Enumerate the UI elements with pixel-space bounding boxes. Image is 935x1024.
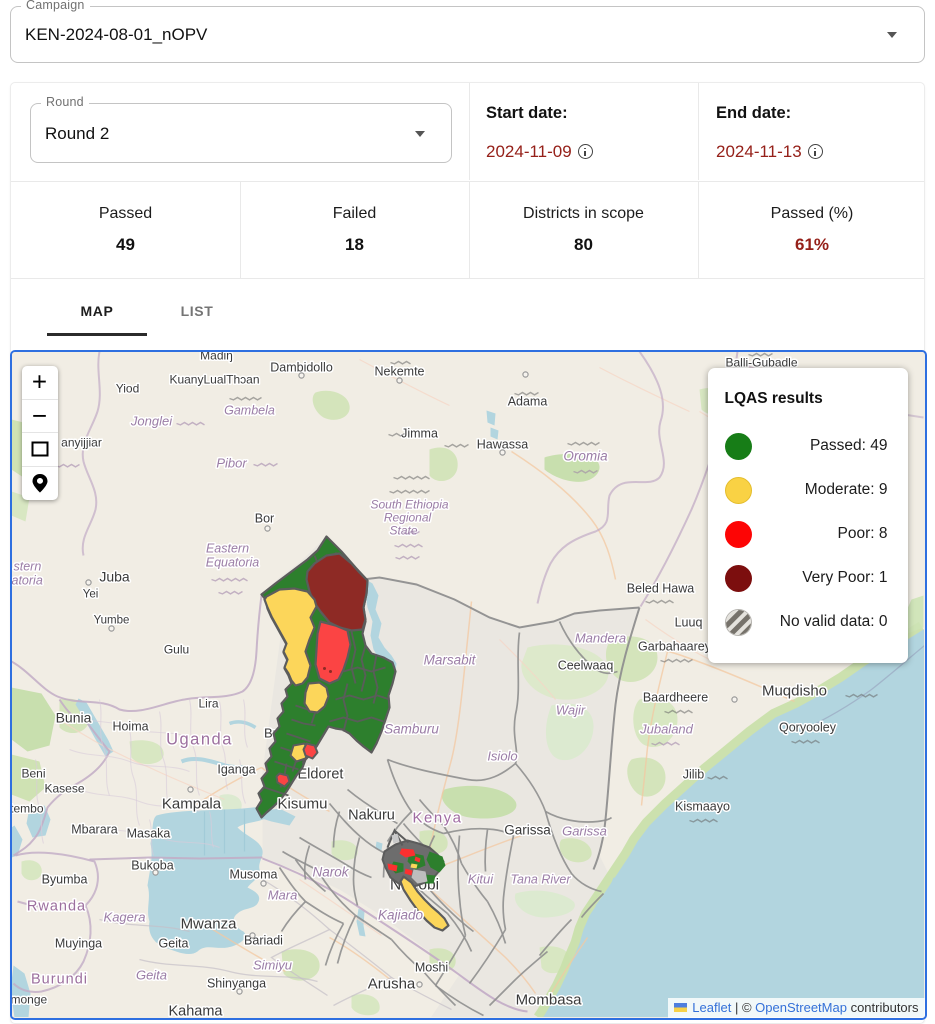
svg-text:Mbarara: Mbarara (71, 823, 118, 837)
svg-text:Hoima: Hoima (112, 720, 148, 734)
svg-text:Masaka: Masaka (126, 827, 170, 841)
svg-text:Muqdisho: Muqdisho (761, 683, 826, 700)
svg-text:Luuq: Luuq (674, 616, 702, 630)
svg-text:Uganda: Uganda (166, 731, 233, 749)
svg-text:Pibor: Pibor (216, 456, 247, 471)
svg-text:Jonglei: Jonglei (129, 414, 172, 429)
svg-text:Kenya: Kenya (412, 810, 462, 827)
svg-text:Mwanza: Mwanza (180, 916, 237, 933)
svg-text:Mara: Mara (267, 888, 297, 903)
svg-text:Kampala: Kampala (161, 796, 221, 813)
svg-text:Kajiado: Kajiado (377, 908, 423, 923)
svg-text:umonge: umonge (12, 993, 48, 1007)
svg-text:Hawassa: Hawassa (476, 438, 527, 452)
svg-text:Geita: Geita (135, 968, 166, 983)
svg-text:Kismaayo: Kismaayo (675, 800, 730, 814)
svg-text:Madiŋ: Madiŋ (200, 352, 233, 363)
svg-text:South Ethiopia: South Ethiopia (370, 498, 448, 512)
svg-text:Kitui: Kitui (467, 872, 493, 887)
svg-text:Muyinga: Muyinga (54, 937, 101, 951)
svg-text:Kisumu: Kisumu (277, 796, 327, 813)
svg-text:Dambidollo: Dambidollo (270, 361, 333, 375)
svg-text:Regional: Regional (383, 511, 431, 525)
svg-text:atoria: atoria (12, 574, 43, 588)
svg-text:Bukoba: Bukoba (131, 859, 173, 873)
svg-text:Jilib: Jilib (682, 768, 704, 782)
svg-text:Yei: Yei (82, 589, 98, 601)
svg-text:Simiyu: Simiyu (252, 958, 291, 973)
svg-text:Beni: Beni (21, 767, 45, 781)
svg-text:Tana River: Tana River (510, 873, 571, 887)
svg-text:Garbahaarey: Garbahaarey (638, 640, 712, 654)
svg-text:Adama: Adama (507, 395, 547, 409)
svg-text:Arusha: Arusha (367, 976, 415, 993)
svg-text:Ceelwaaq: Ceelwaaq (557, 659, 613, 673)
svg-text:Narok: Narok (312, 865, 349, 880)
svg-text:Balli-Gubadle: Balli-Gubadle (725, 356, 797, 370)
svg-text:Wajir: Wajir (555, 703, 585, 718)
svg-text:Baardheere: Baardheere (642, 691, 707, 705)
svg-text:Mandera: Mandera (574, 631, 625, 646)
svg-text:Shinyanga: Shinyanga (206, 977, 265, 991)
svg-text:KuanyLualThɔan: KuanyLualThɔan (169, 373, 259, 387)
svg-text:Yiod: Yiod (115, 382, 139, 396)
svg-text:Byumba: Byumba (41, 873, 87, 887)
svg-text:Gambela: Gambela (224, 404, 275, 418)
svg-text:Jubaland: Jubaland (639, 722, 694, 737)
svg-text:Geita: Geita (158, 937, 188, 951)
svg-text:Yumbe: Yumbe (93, 615, 129, 627)
svg-text:Juba: Juba (99, 569, 130, 585)
svg-text:Moshi: Moshi (414, 961, 447, 975)
svg-text:Marsabit: Marsabit (423, 653, 476, 668)
svg-text:anyijjiar: anyijjiar (61, 436, 102, 450)
svg-text:Burundi: Burundi (31, 972, 88, 988)
svg-text:Garissa: Garissa (504, 823, 551, 838)
svg-text:Iganga: Iganga (217, 763, 255, 777)
svg-text:Garissa: Garissa (562, 824, 607, 839)
svg-text:utembo: utembo (12, 802, 44, 816)
svg-text:Kasese: Kasese (44, 782, 84, 796)
svg-text:Rwanda: Rwanda (26, 899, 85, 915)
svg-text:Jimma: Jimma (401, 427, 438, 441)
svg-text:State: State (389, 524, 417, 538)
svg-text:Beled Hawa: Beled Hawa (626, 582, 693, 596)
svg-text:Gulu: Gulu (163, 643, 188, 657)
svg-text:Eldoret: Eldoret (297, 767, 343, 783)
svg-text:Nakuru: Nakuru (348, 808, 395, 824)
svg-text:Bunia: Bunia (55, 710, 91, 726)
svg-text:Qoryooley: Qoryooley (779, 721, 837, 735)
svg-text:Bor: Bor (254, 512, 273, 526)
svg-text:Isiolo: Isiolo (487, 749, 517, 764)
svg-text:Kagera: Kagera (103, 910, 145, 925)
svg-text:Musoma: Musoma (229, 868, 277, 882)
svg-text:Kahama: Kahama (168, 1004, 223, 1018)
svg-text:Nekemte: Nekemte (374, 365, 424, 379)
svg-text:Eastern: Eastern (205, 542, 248, 556)
svg-text:Oromia: Oromia (563, 449, 608, 464)
svg-text:Equatoria: Equatoria (205, 556, 259, 570)
svg-text:Mombasa: Mombasa (515, 992, 582, 1009)
svg-text:Lira: Lira (198, 697, 218, 711)
svg-text:stern: stern (13, 560, 41, 574)
svg-text:Samburu: Samburu (384, 722, 439, 737)
